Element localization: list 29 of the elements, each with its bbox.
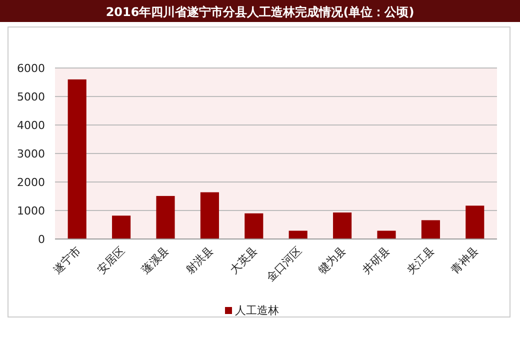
x-tick-label: 青神县 xyxy=(448,244,482,276)
x-tick-label: 蓬溪县 xyxy=(139,244,172,276)
x-tick-label: 夹江县 xyxy=(404,244,437,276)
x-tick-label: 犍为县 xyxy=(316,244,348,276)
x-tick-label: 大英县 xyxy=(227,244,260,276)
bar xyxy=(244,213,264,239)
x-tick-label: 射洪县 xyxy=(183,244,216,276)
bar xyxy=(288,230,308,239)
y-tick-label: 3000 xyxy=(17,148,45,160)
bar xyxy=(466,206,484,239)
x-tick-label: 遂宁市 xyxy=(50,244,84,276)
bar xyxy=(68,79,86,239)
chart-title: 2016年四川省遂宁市分县人工造林完成情况(单位：公顷) xyxy=(106,5,414,19)
bar xyxy=(112,216,131,239)
y-tick-label: 1000 xyxy=(17,204,45,218)
x-tick-label: 安居区 xyxy=(94,244,128,276)
bar xyxy=(156,196,175,239)
y-tick-label: 2000 xyxy=(17,176,45,189)
bar xyxy=(333,212,352,239)
y-tick-label: 6000 xyxy=(17,62,45,75)
x-tick-label: 金口河区 xyxy=(264,244,304,284)
legend-label: 人工造林 xyxy=(235,304,279,317)
bar xyxy=(421,220,440,239)
y-tick-label: 0 xyxy=(38,233,45,246)
x-tick-label: 井研县 xyxy=(360,244,393,276)
y-tick-label: 4000 xyxy=(17,119,45,132)
y-tick-label: 5000 xyxy=(17,90,45,104)
bar xyxy=(377,230,396,239)
bar xyxy=(200,192,219,239)
